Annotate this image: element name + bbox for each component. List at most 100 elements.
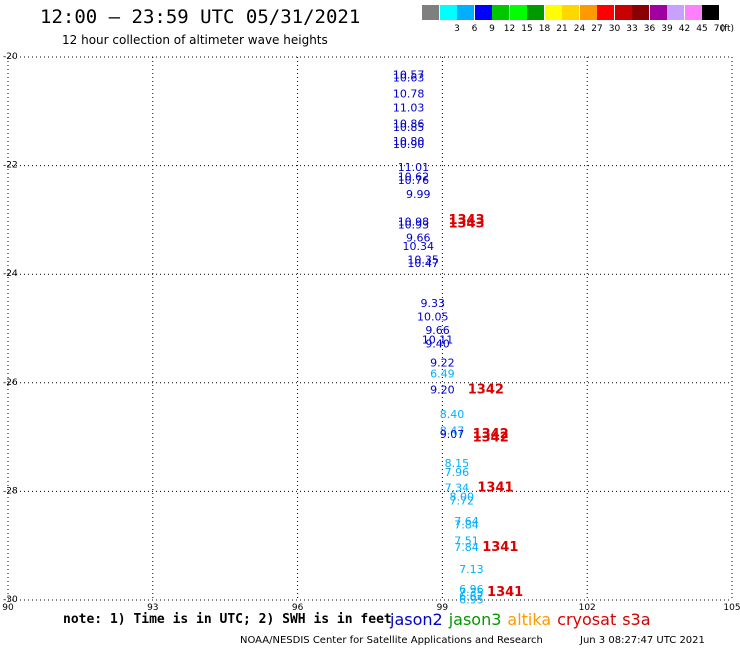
pass-number-label: 1342 — [468, 383, 504, 398]
wave-height-label: 10.57 — [393, 69, 425, 82]
lat-tick-label: -26 — [3, 378, 18, 388]
wave-height-label: 8.40 — [440, 408, 465, 421]
footer-credit: NOAA/NESDIS Center for Satellite Applica… — [240, 635, 543, 646]
legend-swatch — [544, 5, 562, 20]
lat-tick-label: -28 — [3, 486, 18, 496]
legend-swatch — [439, 5, 457, 20]
legend-label: 36 — [643, 24, 656, 34]
wave-height-label: 7.72 — [449, 494, 474, 507]
wave-height-label: 9.07 — [440, 428, 465, 441]
wave-height-label: 9.33 — [420, 297, 445, 310]
wave-height-label: 6.96 — [459, 583, 484, 596]
wave-height-label: 10.05 — [417, 310, 449, 323]
wave-height-label: 10.35 — [407, 253, 439, 266]
satellite-name: jason3 — [448, 610, 502, 629]
wave-height-label: 6.62 — [459, 590, 484, 603]
wave-height-label: 10.63 — [393, 71, 425, 84]
legend-swatch — [527, 5, 544, 20]
wave-height-label: 9.22 — [430, 357, 455, 370]
wave-height-label: 11.03 — [393, 101, 425, 114]
legend-swatch — [702, 5, 719, 20]
lon-tick-label: 90 — [2, 603, 14, 613]
wave-height-label: 8.00 — [449, 491, 474, 504]
pass-number-label: 1343 — [448, 213, 484, 228]
legend-label: 15 — [521, 24, 533, 34]
wave-height-label: 7.84 — [454, 541, 479, 554]
lat-tick-label: -22 — [3, 161, 18, 171]
legend-swatch — [509, 5, 527, 20]
legend-swatch — [597, 5, 614, 20]
legend-swatch — [632, 5, 649, 20]
pass-number-label: 1341 — [487, 585, 523, 600]
legend-swatch — [649, 5, 667, 20]
legend-unit: (ft) — [720, 24, 735, 34]
map-frame — [8, 57, 732, 600]
lat-tick-label: -20 — [3, 52, 18, 62]
legend-swatch — [562, 5, 579, 20]
legend-label: 6 — [471, 24, 478, 34]
legend-label: 18 — [538, 24, 551, 34]
wave-height-label: 9.40 — [425, 338, 450, 351]
lon-tick-label: 93 — [147, 603, 158, 613]
wave-height-label: 10.80 — [393, 135, 425, 148]
wave-height-label: 10.34 — [403, 240, 435, 253]
wave-height-label: 6.95 — [459, 593, 484, 606]
satellite-name: altika — [507, 610, 552, 629]
legend-label: 33 — [626, 24, 638, 34]
wave-height-label: 8.47 — [440, 424, 465, 437]
legend-label: 70 — [713, 24, 726, 34]
legend-label: 12 — [503, 24, 516, 34]
footer-timestamp: Jun 3 08:27:47 UTC 2021 — [580, 635, 705, 646]
legend-swatch — [457, 5, 474, 20]
wave-height-label: 10.11 — [422, 334, 454, 347]
legend-swatch — [667, 5, 684, 20]
legend-swatch — [579, 5, 597, 20]
legend-label: 3 — [454, 24, 460, 34]
lon-tick-label: 96 — [292, 603, 304, 613]
satellite-name: cryosat — [557, 610, 617, 629]
wave-height-label: 7.13 — [459, 563, 484, 576]
page-subtitle: 12 hour collection of altimeter wave hei… — [62, 33, 328, 47]
legend-swatch — [474, 5, 492, 20]
lat-tick-label: -30 — [3, 595, 18, 605]
wave-height-label: 10.98 — [398, 215, 430, 228]
legend-swatch — [684, 5, 702, 20]
footer-note: note: 1) Time is in UTC; 2) SWH is in fe… — [63, 612, 392, 627]
wave-height-label: 7.35 — [459, 586, 484, 599]
wave-height-label: 10.90 — [393, 138, 425, 151]
wave-height-label: 9.66 — [425, 324, 450, 337]
legend-label: 24 — [573, 24, 586, 34]
wave-height-label: 7.84 — [454, 518, 479, 531]
legend-label: 21 — [556, 24, 568, 34]
pass-number-label: 1342 — [473, 427, 509, 442]
lat-tick-label: -24 — [3, 269, 18, 279]
wave-height-label: 10.93 — [398, 219, 430, 232]
wave-height-color-legend: 3 6 9 12 15 18 21 24 27 30 33 36 39 42 45 70 (ft) — [422, 5, 738, 39]
legend-label: 39 — [661, 24, 673, 34]
legend-label: 9 — [489, 24, 495, 34]
page-title: 12:00 – 23:59 UTC 05/31/2021 — [40, 6, 361, 28]
wave-height-label: 10.62 — [398, 170, 430, 183]
legend-swatch — [422, 5, 439, 20]
satellite-name: s3a — [622, 610, 651, 629]
wave-height-label: 7.51 — [454, 535, 479, 548]
wave-height-label: 9.99 — [406, 188, 431, 201]
wave-height-label: 10.85 — [393, 121, 425, 134]
satellite-name: jason2 — [390, 610, 443, 629]
satellite-legend: jason2 jason3 altika cryosat s3a — [390, 610, 657, 629]
grid-lines — [7, 56, 733, 601]
pass-number-label: 1341 — [482, 540, 518, 555]
pass-number-label: 1341 — [477, 480, 513, 495]
legend-label: 30 — [608, 24, 621, 34]
wave-height-label: 10.86 — [393, 118, 425, 131]
wave-height-label: 11.01 — [398, 161, 430, 174]
wave-height-label: 7.64 — [454, 515, 479, 528]
pass-number-label: 1343 — [448, 217, 484, 232]
lon-tick-label: 102 — [579, 603, 596, 613]
legend-label: 42 — [678, 24, 691, 34]
lon-tick-label: 99 — [437, 603, 449, 613]
wave-height-label: 10.47 — [407, 257, 439, 270]
